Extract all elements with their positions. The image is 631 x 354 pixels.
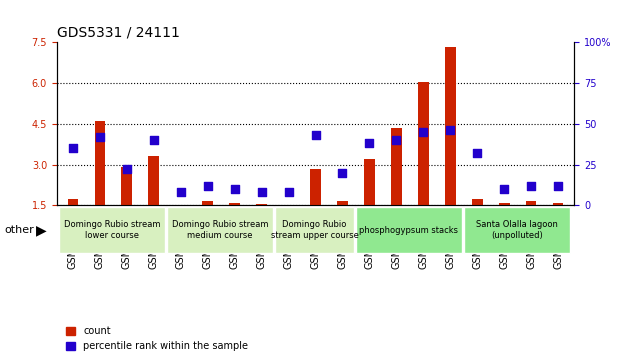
Bar (68, 199, 78, 205)
Point (391, 137, 401, 143)
Bar (229, 203, 240, 205)
Point (257, 189, 267, 195)
Point (95, 134, 105, 140)
Bar (418, 82, 428, 205)
Point (553, 183, 563, 189)
Bar (472, 199, 483, 205)
Bar (526, 201, 536, 205)
Bar (148, 156, 159, 205)
Point (310, 132, 321, 138)
Point (175, 189, 186, 195)
Text: Santa Olalla lagoon
(unpolluted): Santa Olalla lagoon (unpolluted) (476, 221, 558, 240)
Point (364, 141, 374, 146)
Bar (256, 204, 267, 205)
Point (499, 186, 509, 192)
Legend: count, percentile rank within the sample: count, percentile rank within the sample (62, 322, 252, 354)
Text: Domingo Rubio stream
medium course: Domingo Rubio stream medium course (172, 221, 268, 240)
Bar (553, 202, 563, 205)
Text: other: other (4, 225, 34, 235)
Bar (203, 201, 213, 205)
Bar (121, 167, 133, 205)
Point (283, 189, 293, 195)
Text: Domingo Rubio stream
lower course: Domingo Rubio stream lower course (64, 221, 161, 240)
Point (472, 150, 482, 156)
Point (203, 183, 213, 189)
Point (149, 137, 159, 143)
Bar (95, 121, 105, 205)
Bar (364, 159, 375, 205)
Bar (445, 47, 456, 205)
Point (122, 167, 132, 172)
Point (338, 170, 348, 176)
Text: ▶: ▶ (36, 223, 46, 237)
Point (526, 183, 536, 189)
Text: GDS5331 / 24111: GDS5331 / 24111 (57, 26, 180, 40)
Point (68, 145, 78, 151)
Text: Domingo Rubio
stream upper course: Domingo Rubio stream upper course (271, 221, 358, 240)
Point (418, 129, 428, 135)
Point (445, 127, 456, 133)
Text: phosphogypsum stacks: phosphogypsum stacks (360, 225, 458, 235)
Point (230, 186, 240, 192)
Bar (337, 201, 348, 205)
Bar (498, 203, 510, 205)
Bar (391, 128, 402, 205)
Bar (310, 169, 321, 205)
